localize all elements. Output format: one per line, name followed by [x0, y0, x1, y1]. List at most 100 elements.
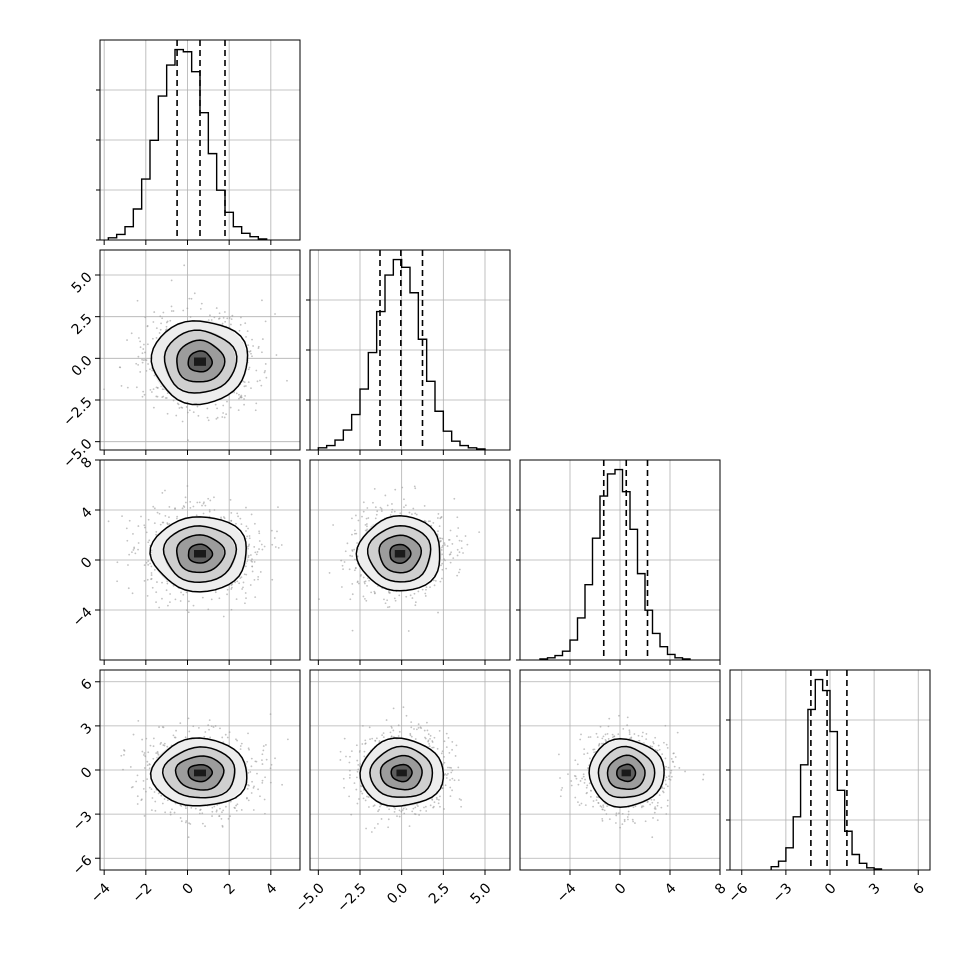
scatter-point — [412, 507, 415, 510]
scatter-point — [149, 368, 151, 371]
scatter-point — [656, 801, 659, 804]
scatter-point — [220, 817, 223, 820]
scatter-point — [429, 734, 432, 737]
scatter-point — [245, 525, 248, 528]
scatter-point — [126, 386, 129, 389]
scatter-point — [152, 745, 155, 748]
contour-line — [355, 515, 441, 592]
scatter-point — [445, 567, 448, 570]
scatter-point — [248, 543, 251, 546]
scatter-point — [606, 733, 609, 735]
scatter-point — [670, 769, 673, 772]
scatter-point — [606, 805, 609, 808]
y-tick-label: 0.0 — [69, 353, 96, 380]
scatter-point — [152, 321, 155, 323]
scatter-point — [410, 726, 413, 729]
scatter-point — [393, 510, 396, 513]
scatter-point — [371, 737, 374, 740]
scatter-point — [246, 760, 249, 763]
x-tick-label: −2.5 — [334, 880, 369, 915]
scatter-point — [260, 543, 263, 546]
scatter-point — [656, 749, 659, 752]
scatter-point — [663, 787, 666, 790]
scatter-point — [595, 799, 598, 802]
scatter-point — [187, 717, 190, 720]
scatter-point — [134, 552, 137, 555]
scatter-point — [118, 366, 121, 369]
scatter-point — [588, 782, 591, 785]
scatter-point — [240, 316, 242, 319]
scatter-point — [172, 734, 175, 737]
scatter-point — [149, 388, 152, 391]
scatter-point — [348, 769, 351, 772]
scatter-point — [451, 777, 454, 780]
scatter-point — [236, 739, 238, 742]
scatter-point — [440, 564, 442, 567]
scatter-point — [159, 523, 162, 526]
scatter-point — [149, 562, 152, 565]
scatter-point — [247, 732, 249, 735]
scatter-point — [254, 596, 257, 599]
scatter-point — [417, 805, 419, 807]
x-tick-label: 4 — [263, 880, 281, 898]
scatter-point — [176, 402, 179, 405]
scatter-point — [204, 504, 207, 507]
scatter-point — [250, 513, 253, 516]
scatter-point — [206, 407, 209, 410]
scatter-point — [587, 767, 589, 770]
scatter-point — [137, 355, 140, 358]
scatter-point — [259, 571, 262, 573]
scatter-point — [632, 820, 635, 823]
scatter-point — [374, 506, 377, 509]
scatter-point — [456, 574, 459, 577]
scatter-point — [354, 566, 357, 569]
scatter-point — [263, 371, 266, 374]
scatter-point — [193, 292, 196, 295]
scatter-point — [365, 523, 368, 525]
scatter-point — [139, 346, 142, 349]
scatter-point — [250, 792, 253, 794]
scatter-point — [231, 314, 234, 317]
scatter-point — [240, 394, 243, 397]
scatter-point — [170, 279, 173, 282]
contour-line — [150, 320, 249, 406]
scatter-point — [373, 590, 376, 593]
scatter-point — [668, 778, 671, 780]
scatter-point — [443, 761, 446, 764]
scatter-point — [350, 813, 353, 816]
scatter-point — [361, 515, 363, 518]
scatter-point — [586, 752, 589, 755]
contour-line — [378, 534, 423, 574]
scatter-point — [451, 748, 453, 751]
scatter-point — [622, 727, 625, 730]
scatter-point — [460, 540, 463, 542]
scatter-point — [259, 795, 261, 798]
scatter-point — [663, 741, 665, 744]
scatter-point — [264, 363, 267, 365]
scatter-point — [197, 726, 200, 729]
scatter-point — [146, 778, 149, 781]
scatter-point — [261, 548, 264, 551]
scatter-point — [351, 555, 353, 558]
scatter-point — [103, 388, 105, 391]
scatter-point — [394, 807, 397, 810]
scatter-point — [247, 799, 250, 802]
scatter-point — [246, 797, 248, 800]
scatter-point — [174, 598, 177, 601]
scatter-point — [175, 414, 178, 417]
scatter-point — [184, 736, 187, 739]
scatter-point — [354, 558, 356, 561]
scatter-point — [211, 810, 214, 813]
scatter-point — [439, 540, 442, 543]
scatter-point — [143, 752, 146, 754]
scatter-point — [457, 527, 460, 529]
scatter-point — [265, 744, 267, 746]
density-peak — [621, 769, 631, 777]
scatter-point — [254, 551, 257, 554]
scatter-point — [441, 546, 443, 549]
scatter-point — [362, 501, 365, 504]
scatter-point — [227, 817, 230, 820]
scatter-point — [408, 825, 411, 828]
scatter-point — [229, 406, 232, 409]
scatter-point — [144, 316, 147, 319]
